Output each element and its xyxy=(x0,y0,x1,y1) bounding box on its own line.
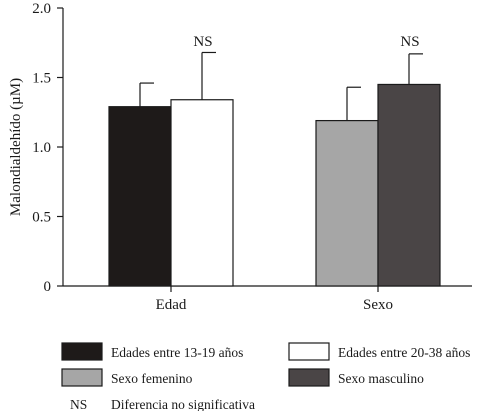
error-bars xyxy=(139,51,423,121)
x-tick-label: Edad xyxy=(156,297,187,313)
bar xyxy=(377,83,441,287)
legend-label: Sexo masculino xyxy=(338,371,424,386)
legend-ns-text: Diferencia no significativa xyxy=(111,397,255,411)
annotations: NS NS xyxy=(193,34,419,50)
legend-label: Sexo femenino xyxy=(111,371,193,386)
legend: Edades entre 13-19 años Edades entre 20-3… xyxy=(61,342,470,411)
bar xyxy=(170,99,234,287)
bars xyxy=(108,83,441,287)
y-tick-label: 1.0 xyxy=(32,140,51,156)
bar xyxy=(315,119,379,287)
legend-swatch xyxy=(61,342,103,361)
legend-swatch xyxy=(288,368,330,387)
y-tick-label: 0.5 xyxy=(32,210,51,226)
legend-swatch xyxy=(288,342,330,361)
y-tick-label: 1.5 xyxy=(32,71,51,87)
ns-annotation: NS xyxy=(193,34,212,50)
legend-ns-symbol: NS xyxy=(70,397,87,411)
bar xyxy=(108,106,172,287)
y-axis-label: Malondialdehído (µM) xyxy=(8,78,24,216)
y-tick-label: 0 xyxy=(44,279,52,295)
legend-swatch xyxy=(61,368,103,387)
legend-label: Edades entre 20-38 años xyxy=(338,345,470,360)
y-tick-label: 2.0 xyxy=(32,1,51,17)
ns-annotation: NS xyxy=(400,34,419,50)
legend-label: Edades entre 13-19 años xyxy=(111,345,243,360)
x-tick-label: Sexo xyxy=(363,297,393,313)
